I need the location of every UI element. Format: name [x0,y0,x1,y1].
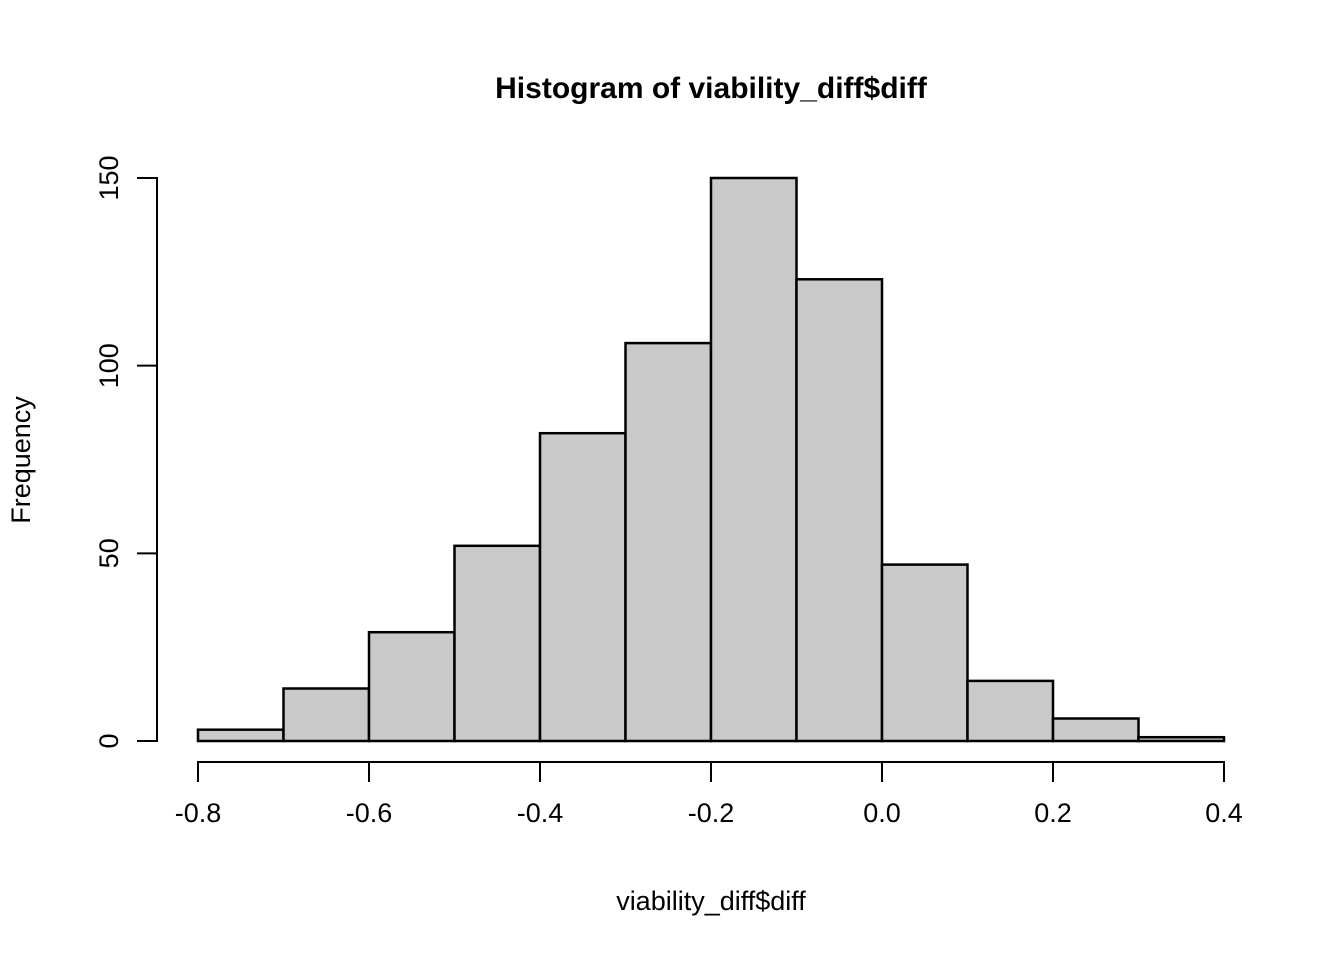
histogram-bar [1137,735,1226,743]
bars-layer [196,176,1226,743]
histogram-bar [1051,717,1140,743]
histogram-bar [880,563,969,743]
x-tick-label: -0.6 [346,798,393,828]
x-tick-label: 0.2 [1034,798,1072,828]
histogram-bar [282,687,371,743]
chart-title: Histogram of viability_diff$diff [495,72,928,105]
x-tick-label: 0.0 [863,798,901,828]
histogram-bar [453,544,542,743]
histogram-bar [538,431,627,743]
histogram-bar [709,176,798,743]
axes-layer: 0 50 100 150 -0.8 -0.6 -0.4 -0.2 0.0 0.2 0.4 [94,155,1243,828]
histogram-bar [196,728,285,743]
histogram-bar [367,630,456,743]
y-tick-label: 50 [94,538,124,568]
histogram-bar [966,679,1055,743]
x-tick-label: 0.4 [1205,798,1243,828]
histogram-bar [624,341,713,743]
y-axis-title: Frequency [6,396,36,524]
x-tick-label: -0.2 [688,798,735,828]
x-axis-title: viability_diff$diff [616,886,806,916]
histogram-bar [795,278,884,743]
x-tick-label: -0.8 [175,798,222,828]
y-tick-label: 150 [94,155,124,200]
y-tick-label: 100 [94,343,124,388]
x-tick-label: -0.4 [517,798,564,828]
y-tick-label: 0 [94,733,124,748]
